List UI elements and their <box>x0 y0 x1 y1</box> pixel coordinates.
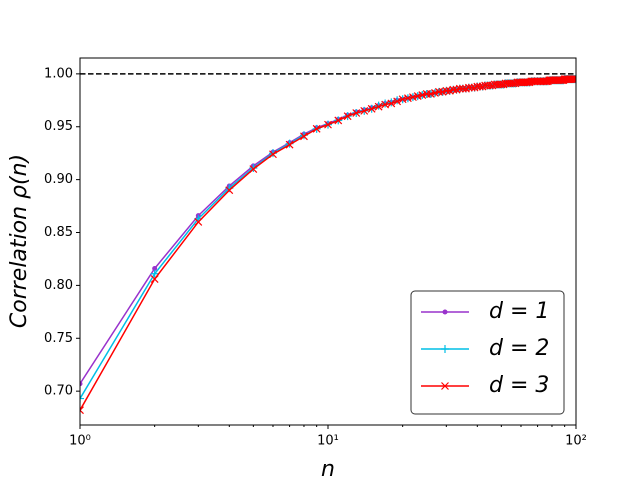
data-point <box>343 112 352 121</box>
data-point <box>486 81 494 90</box>
data-point <box>393 97 402 106</box>
y-tick-label: 0.70 <box>44 384 73 399</box>
data-point <box>249 165 258 173</box>
data-point <box>569 75 576 84</box>
data-point <box>80 406 84 415</box>
legend-label: d = 1 <box>489 299 549 324</box>
data-point <box>334 116 343 125</box>
y-tick-label: 0.90 <box>44 172 73 187</box>
data-point <box>568 75 576 84</box>
x-tick-label: 10² <box>565 434 587 449</box>
legend-marker <box>442 309 448 315</box>
data-point <box>80 381 83 387</box>
data-point <box>449 85 458 94</box>
data-point <box>374 102 383 111</box>
plot-frame <box>79 57 577 426</box>
x-tick-label: 10¹ <box>317 434 339 449</box>
data-point <box>150 269 159 278</box>
data-point <box>442 86 451 95</box>
data-point <box>269 150 277 159</box>
data-point <box>80 394 84 403</box>
data-point <box>464 83 473 92</box>
data-point <box>352 109 361 117</box>
data-point <box>488 81 497 90</box>
y-tick-label: 1.00 <box>44 66 73 81</box>
data-point <box>367 104 376 113</box>
legend-marker <box>441 345 449 353</box>
plot-area <box>80 75 576 415</box>
data-point <box>225 186 234 195</box>
data-point <box>152 265 158 271</box>
data-point <box>285 140 294 149</box>
data-point <box>150 275 159 283</box>
y-axis-label: Correlation ρ(n) <box>7 154 32 328</box>
x-axis-label: n <box>321 457 335 480</box>
data-point <box>360 106 369 115</box>
legend-label: d = 3 <box>489 373 549 398</box>
y-tick-label: 0.80 <box>44 278 73 293</box>
data-point <box>413 92 422 100</box>
data-point <box>459 84 467 93</box>
data-point <box>249 163 258 172</box>
data-point <box>387 99 396 108</box>
legend-box <box>410 290 565 415</box>
data-point <box>572 75 576 84</box>
legend-marker <box>441 382 449 390</box>
data-point <box>408 93 417 102</box>
data-point <box>434 87 443 96</box>
data-point <box>300 132 308 141</box>
data-point <box>194 218 203 226</box>
x-tick-label: 10⁰ <box>69 434 91 449</box>
data-point <box>312 124 321 133</box>
data-point <box>455 84 464 93</box>
y-tick-label: 0.85 <box>44 225 73 240</box>
legend-label: d = 2 <box>489 336 549 361</box>
data-point <box>324 120 332 129</box>
data-point <box>570 75 576 84</box>
data-point <box>381 100 390 109</box>
y-tick-label: 0.75 <box>44 331 73 346</box>
y-tick-label: 0.95 <box>44 119 73 134</box>
